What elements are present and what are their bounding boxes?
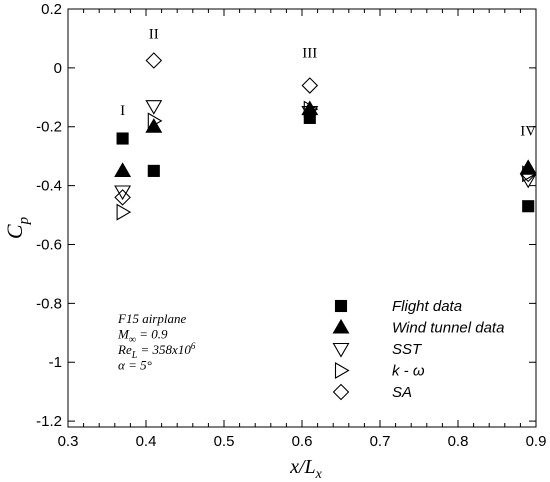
point-k: [116, 203, 132, 221]
point-k: [303, 100, 319, 118]
point-sa: [301, 77, 319, 94]
region-label: I: [120, 103, 125, 119]
legend-marker: [332, 383, 350, 401]
legend-label: k - ω: [392, 363, 425, 380]
legend: Flight data Wind tunnel data SST k - ω SA: [332, 298, 504, 401]
y-tick-label: -0.6: [36, 236, 62, 253]
y-tick-label: 0.2: [41, 1, 62, 18]
legend-label: SA: [392, 384, 412, 401]
point-sst: [145, 100, 163, 115]
region-label: IV: [520, 124, 536, 140]
point-sst: [114, 185, 132, 201]
point-sa: [114, 189, 131, 206]
annotation-line: ReL = 358x106: [117, 341, 196, 361]
annotation-line: F15 airplane: [117, 311, 186, 326]
region-label: III: [302, 46, 317, 62]
y-axis-title: Cp: [2, 216, 32, 239]
point-wind-tunnel-data: [114, 162, 132, 177]
y-tick-label: -0.2: [36, 119, 62, 136]
legend-marker: [332, 342, 350, 358]
legend-marker: [334, 362, 350, 379]
y-tick-label: -0.8: [36, 295, 62, 312]
legend-label: Wind tunnel data: [392, 320, 504, 337]
point-k: [522, 165, 537, 183]
x-tick-label: 0.8: [448, 433, 469, 450]
legend-label: Flight data: [392, 298, 462, 315]
annotation-line: M∞ = 0.9: [117, 327, 168, 346]
x-axis-title: x/Lx: [289, 456, 323, 482]
legend-marker: [334, 299, 348, 313]
legend-marker: [332, 318, 350, 334]
point-flight-data: [522, 200, 535, 213]
legend-label: SST: [392, 341, 423, 358]
data-points: [114, 52, 537, 221]
x-tick-label: 0.4: [136, 433, 157, 450]
x-tick-label: 0.5: [214, 433, 235, 450]
y-tick-label: 0: [54, 60, 62, 77]
point-flight-data: [147, 164, 160, 177]
point-sa: [519, 165, 537, 183]
point-sa: [145, 52, 163, 69]
x-tick-label: 0.6: [292, 433, 313, 450]
x-tick-label: 0.3: [58, 433, 79, 450]
y-tick-label: -1: [49, 354, 62, 371]
x-tick-label: 0.9: [526, 433, 547, 450]
y-tick-label: -0.4: [36, 178, 62, 195]
point-k: [147, 112, 163, 130]
point-flight-data: [116, 132, 129, 145]
x-tick-label: 0.7: [370, 433, 391, 450]
y-tick-label: -1.2: [36, 413, 62, 430]
ticks: 0.3 0.4 0.5 0.6 0.7 0.8 0.9 0.2 0 -0.2 -0.4 -0.6 -0.…: [36, 1, 546, 450]
point-sst: [301, 105, 319, 121]
axis-titles: x/Lx Cp: [2, 216, 323, 482]
annotation-line: α = 5°: [118, 358, 152, 373]
region-label: II: [149, 26, 159, 42]
